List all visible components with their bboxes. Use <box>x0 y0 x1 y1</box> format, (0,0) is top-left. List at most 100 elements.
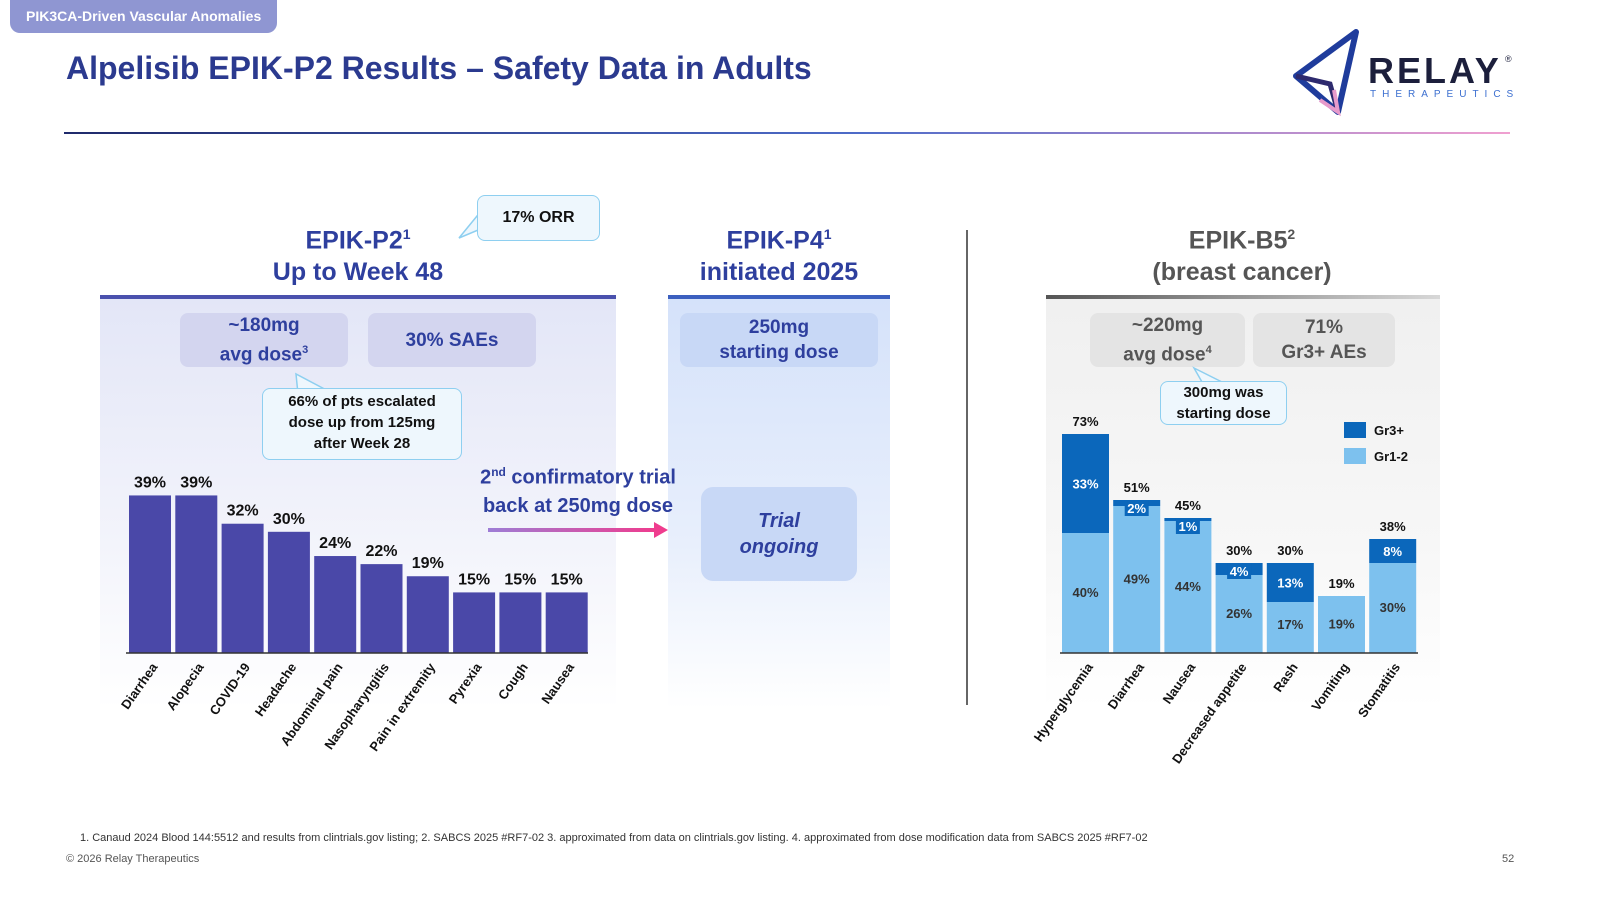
bar-headache <box>267 531 310 653</box>
bar-gr3-label: 1% <box>1179 519 1198 534</box>
category-label: Nausea <box>1160 659 1199 706</box>
start-dose-line-1: 300mg was <box>1183 384 1264 401</box>
bar-gr1-2-label: 19% <box>1328 617 1354 632</box>
epik-b5-title: EPIK-B5 <box>1188 226 1288 255</box>
category-label: Diarrhea <box>118 659 161 711</box>
bar-gr1-2-label: 30% <box>1380 600 1406 615</box>
bar-pyrexia <box>453 592 496 653</box>
epik-p2-heading: EPIK-P21 Up to Week 48 <box>208 218 508 288</box>
bar-gr1-2-label: 44% <box>1175 579 1201 594</box>
bar-covid-19 <box>221 523 264 653</box>
logo-wordmark: RELAY <box>1368 50 1502 91</box>
epik-p4-title-sup: 1 <box>823 226 832 242</box>
category-label: Stomatitis <box>1355 660 1403 720</box>
trial-ongoing-line-1: Trial <box>758 510 800 532</box>
epik-b5-ae-chart: 73% 40% 33% Hyperglycemia 51% 49% 2% Diarrhea 45… <box>1031 414 1418 766</box>
p4-dose-label: starting dose <box>719 342 839 363</box>
bar-total-label: 19% <box>1328 576 1354 591</box>
bar-total-label: 30% <box>1277 543 1303 558</box>
bar-value-label: 39% <box>180 474 212 491</box>
trial-ongoing-line-2: ongoing <box>739 536 819 558</box>
section-tag: PIK3CA-Driven Vascular Anomalies <box>10 0 278 33</box>
confirmatory-trial-note: 2nd confirmatory trial back at 250mg dos… <box>470 458 686 520</box>
bar-gr3-rash <box>1266 563 1314 602</box>
bar-gr1-2-label: 17% <box>1277 617 1303 632</box>
bar-gr3-label: 33% <box>1072 477 1098 492</box>
bar-pain-in-extremity <box>406 576 449 653</box>
b5-ae-value: 71% <box>1304 317 1344 338</box>
bar-value-label: 39% <box>134 474 166 491</box>
bar-value-label: 15% <box>551 571 583 588</box>
category-label: Cough <box>495 660 531 702</box>
epik-b5-subtitle: (breast cancer) <box>1152 258 1332 287</box>
epik-p4-subtitle: initiated 2025 <box>699 258 859 287</box>
page-number: 52 <box>1502 853 1515 865</box>
b5-avg-dose-box: ~220mg avg dose4 <box>1090 313 1245 367</box>
b5-ae-label: Gr3+ AEs <box>1281 342 1367 363</box>
bar-gr1-2-vomiting <box>1318 596 1365 653</box>
bar-gr3-stomatitis <box>1369 539 1417 563</box>
p2-dose-sup: 3 <box>302 343 309 356</box>
epik-p2-title-sup: 1 <box>402 226 411 242</box>
confirmatory-line-1: confirmatory trial <box>505 466 676 489</box>
p2-dose-value: ~180mg <box>228 314 300 336</box>
trial-ongoing-box: Trial ongoing <box>701 487 857 581</box>
category-label: Headache <box>252 660 300 719</box>
relay-logo-mark <box>1293 29 1359 117</box>
bar-value-label: 19% <box>412 555 444 572</box>
bar-value-label: 30% <box>273 511 305 528</box>
bar-value-label: 32% <box>227 503 259 520</box>
logo-registered: ® <box>1505 54 1512 64</box>
bar-gr1-2-nausea <box>1164 521 1212 653</box>
bar-total-label: 30% <box>1226 543 1252 558</box>
bar-gr3-label: 13% <box>1277 576 1303 591</box>
bar-gr1-2-label: 26% <box>1226 606 1252 621</box>
category-label: Rash <box>1270 660 1301 695</box>
legend-swatch <box>1344 422 1366 438</box>
gr3-label-bg <box>1227 563 1252 579</box>
b5-dose-label: avg dose <box>1123 344 1206 366</box>
p4-dose-value: 250mg <box>748 317 810 338</box>
p2-dose-label: avg dose <box>219 344 303 366</box>
category-label: Alopecia <box>163 659 207 713</box>
bar-value-label: 22% <box>365 543 397 560</box>
epik-p4-title: EPIK-P4 <box>726 226 824 255</box>
bar-gr1-2-diarrhea <box>1113 506 1161 653</box>
ordinal-sup: nd <box>491 465 506 479</box>
bar-gr1-2-decreased-appetite <box>1215 575 1263 653</box>
category-label: Hyperglycemia <box>1031 659 1097 744</box>
category-label: COVID-19 <box>206 660 253 718</box>
p4-dose-box: 250mg starting dose <box>680 313 878 367</box>
footnote: 1. Canaud 2024 Blood 144:5512 and result… <box>80 832 1148 844</box>
p2-avg-dose-box: ~180mg avg dose3 <box>180 313 348 367</box>
epik-p2-ae-chart: 39% Diarrhea 39% Alopecia 32% COVID-19 30% Head… <box>118 474 588 754</box>
epik-b5-heading: EPIK-B52 (breast cancer) <box>1092 218 1392 288</box>
bar-cough <box>499 592 542 653</box>
bar-gr1-2-rash <box>1266 602 1314 653</box>
category-label: Nausea <box>538 659 577 706</box>
arrow-right-icon <box>488 522 668 538</box>
epik-p2-title: EPIK-P2 <box>305 226 403 255</box>
bar-gr1-2-hyperglycemia <box>1062 533 1109 653</box>
logo-subtitle: THERAPEUTICS <box>1370 89 1520 100</box>
category-label: Vomiting <box>1308 660 1352 713</box>
title-rule <box>64 132 1510 134</box>
bar-total-label: 38% <box>1380 519 1406 534</box>
b5-gr3-ae-box: 71% Gr3+ AEs <box>1253 313 1395 367</box>
legend-swatch <box>1344 448 1366 464</box>
page-title: Alpelisib EPIK-P2 Results – Safety Data … <box>66 50 812 86</box>
copyright: © 2026 Relay Therapeutics <box>66 853 200 865</box>
bar-nasopharyngitis <box>360 564 403 653</box>
epik-p4-heading: EPIK-P41 initiated 2025 <box>669 218 889 288</box>
bar-total-label: 73% <box>1072 414 1098 429</box>
escalation-line-3: after Week 28 <box>313 435 411 452</box>
bar-nausea <box>545 592 588 653</box>
p2-saes-box: 30% SAEs <box>368 313 536 367</box>
confirmatory-line-2: back at 250mg dose <box>482 494 674 517</box>
orr-callout: 17% ORR <box>477 195 600 241</box>
gr3-label-bg <box>1175 518 1200 534</box>
category-label: Diarrhea <box>1105 659 1148 711</box>
section-divider <box>966 230 968 705</box>
escalation-callout: 66% of pts escalated dose up from 125mg … <box>262 388 462 460</box>
b5-dose-sup: 4 <box>1205 343 1212 356</box>
